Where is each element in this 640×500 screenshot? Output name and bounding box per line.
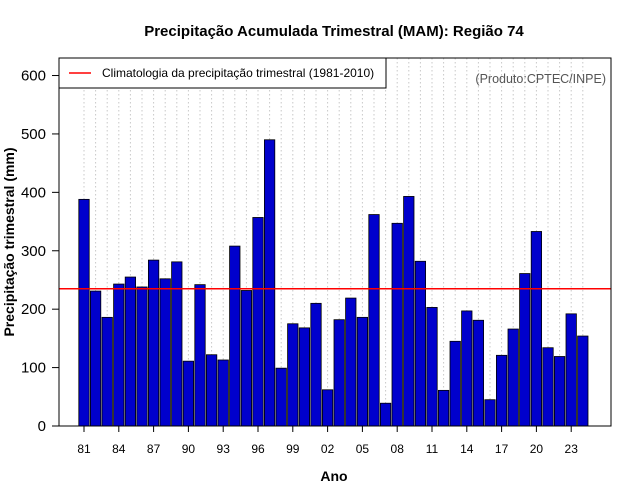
- bar-99: [287, 323, 299, 427]
- bar-09: [403, 196, 415, 427]
- x-tick-label: 81: [77, 442, 91, 456]
- x-tick-label: 84: [112, 442, 126, 456]
- y-axis-title: Precipitação trimestral (mm): [1, 147, 17, 336]
- bar-83: [101, 316, 113, 427]
- bar-06: [368, 214, 380, 427]
- y-tick-label: 600: [21, 68, 46, 85]
- bar-18: [507, 328, 519, 427]
- bar-17: [495, 354, 508, 427]
- bar-20: [530, 231, 543, 427]
- bar-98: [275, 367, 287, 427]
- bar-00: [298, 327, 311, 427]
- bar-02: [321, 389, 334, 427]
- x-tick-label: 99: [286, 442, 300, 456]
- bar-11: [426, 307, 438, 427]
- bar-05: [356, 316, 369, 427]
- legend-box: [58, 57, 387, 89]
- x-tick-label: 17: [495, 442, 509, 456]
- bar-22: [554, 356, 566, 427]
- bars: [78, 139, 589, 427]
- bar-10: [414, 260, 427, 427]
- bar-15: [472, 319, 485, 427]
- bar-84: [113, 283, 125, 427]
- y-tick-label: 400: [21, 184, 46, 201]
- x-tick-label: 96: [251, 442, 265, 456]
- bar-92: [205, 354, 218, 427]
- bar-16: [484, 399, 496, 427]
- bar-88: [159, 278, 171, 427]
- chart-title: Precipitação Acumulada Trimestral (MAM):…: [144, 23, 524, 40]
- x-tick-label: 93: [217, 442, 231, 456]
- bar-87: [147, 259, 160, 427]
- bar-21: [542, 347, 554, 427]
- bar-04: [345, 297, 357, 427]
- bar-82: [90, 290, 102, 427]
- bar-01: [310, 302, 322, 427]
- bar-81: [78, 198, 90, 427]
- x-tick-label: 02: [321, 442, 335, 456]
- bar-95: [240, 290, 252, 427]
- product-credit: (Produto:CPTEC/INPE): [475, 72, 606, 86]
- bar-90: [182, 360, 194, 427]
- x-tick-label: 14: [460, 442, 474, 456]
- legend: Climatologia da precipitação trimestral …: [58, 57, 387, 89]
- bar-12: [437, 389, 450, 427]
- x-tick-label: 87: [147, 442, 161, 456]
- x-tick-label: 11: [426, 442, 439, 456]
- bar-23: [565, 313, 577, 427]
- bar-89: [171, 261, 183, 427]
- bar-08: [391, 222, 403, 427]
- x-tick-label: 05: [356, 442, 370, 456]
- bar-19: [519, 273, 531, 427]
- bar-97: [263, 139, 276, 427]
- bar-24: [577, 335, 589, 427]
- bar-96: [252, 217, 264, 427]
- bar-85: [124, 276, 136, 427]
- bar-86: [136, 286, 148, 427]
- y-tick-label: 0: [38, 418, 46, 435]
- bar-13: [449, 340, 461, 427]
- y-tick-label: 500: [21, 126, 46, 143]
- x-tick-label: 90: [182, 442, 196, 456]
- x-axis-title: Ano: [320, 468, 347, 484]
- y-axis: 0 100 200 300 400 500 600: [21, 68, 59, 435]
- bar-93: [217, 359, 229, 427]
- y-tick-label: 200: [21, 301, 46, 318]
- bar-94: [229, 245, 241, 427]
- x-tick-label: 20: [530, 442, 544, 456]
- bar-07: [379, 402, 392, 427]
- x-axis: 81 84 87 90 93 96 99 02 05 08 11 14 17 20 23: [77, 426, 578, 456]
- bar-03: [333, 319, 345, 427]
- x-tick-label: 08: [391, 442, 405, 456]
- legend-label: Climatologia da precipitação trimestral …: [102, 66, 374, 80]
- y-tick-label: 300: [21, 243, 46, 260]
- y-tick-label: 100: [21, 360, 46, 377]
- bar-91: [194, 284, 206, 427]
- x-tick-label: 23: [565, 442, 579, 456]
- bar-14: [461, 310, 473, 427]
